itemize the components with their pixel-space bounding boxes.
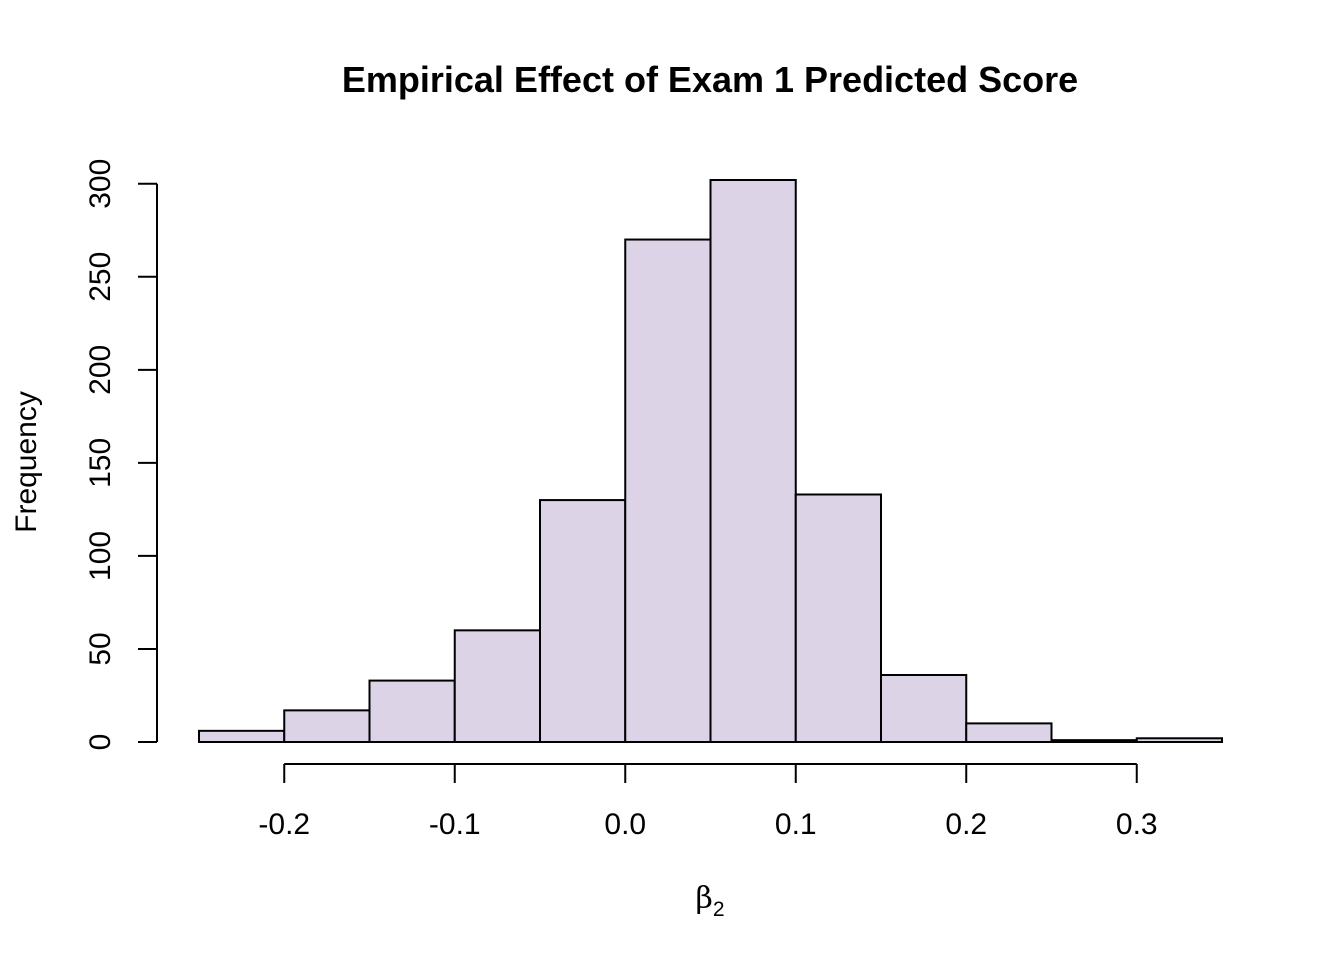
x-tick-label: 0.2: [945, 808, 987, 841]
x-tick-label: 0.3: [1116, 808, 1158, 841]
histogram-bar: [709, 179, 797, 743]
histogram-bar: [453, 629, 541, 743]
histogram-bar: [1135, 737, 1223, 743]
chart-title: Empirical Effect of Exam 1 Predicted Sco…: [342, 59, 1078, 100]
y-tick-label: 150: [84, 438, 117, 488]
histogram-bars: [198, 179, 1223, 744]
y-tick-label: 200: [84, 345, 117, 395]
x-tick-label: -0.1: [429, 808, 481, 841]
y-axis-label: Frequency: [10, 391, 43, 533]
histogram-bar: [283, 709, 371, 744]
x-axis: -0.2 -0.1 0.0 0.1 0.2 0.3: [258, 763, 1158, 841]
y-tick-label: 0: [84, 734, 117, 751]
histogram-bar: [539, 499, 627, 743]
y-tick-label: 100: [84, 531, 117, 581]
x-tick-label: -0.2: [258, 808, 310, 841]
histogram-bar: [794, 493, 882, 743]
y-axis: 0 50 100 150 200 250 300: [84, 159, 158, 751]
x-tick-label: 0.1: [775, 808, 817, 841]
x-axis-label-subscript: 2: [713, 898, 725, 921]
histogram-bar: [965, 722, 1053, 744]
histogram-bar: [880, 674, 968, 744]
y-tick-label: 250: [84, 252, 117, 302]
x-tick-label: 0.0: [604, 808, 646, 841]
x-axis-label: β2: [695, 881, 724, 921]
histogram-bar: [368, 679, 456, 744]
histogram-bar: [1050, 739, 1138, 744]
histogram-bar: [624, 238, 712, 743]
y-tick-label: 300: [84, 159, 117, 209]
x-axis-label-symbol: β: [695, 881, 712, 916]
y-tick-label: 50: [84, 632, 117, 665]
histogram-bar: [198, 729, 286, 743]
